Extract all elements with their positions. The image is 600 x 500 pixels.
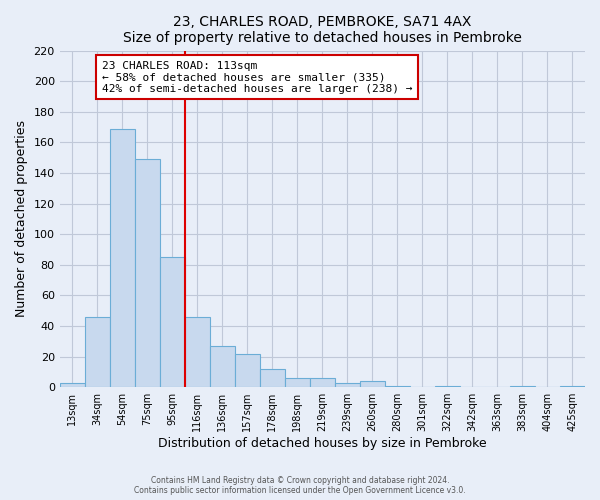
Text: Contains HM Land Registry data © Crown copyright and database right 2024.
Contai: Contains HM Land Registry data © Crown c…	[134, 476, 466, 495]
Bar	[135, 159, 160, 387]
Text: 23 CHARLES ROAD: 113sqm
← 58% of detached houses are smaller (335)
42% of semi-d: 23 CHARLES ROAD: 113sqm ← 58% of detache…	[101, 60, 412, 94]
Bar	[110, 128, 135, 387]
Bar	[285, 378, 310, 387]
Bar	[210, 346, 235, 387]
Y-axis label: Number of detached properties: Number of detached properties	[15, 120, 28, 318]
Bar	[85, 317, 110, 387]
Bar	[260, 369, 285, 387]
Title: 23, CHARLES ROAD, PEMBROKE, SA71 4AX
Size of property relative to detached house: 23, CHARLES ROAD, PEMBROKE, SA71 4AX Siz…	[123, 15, 522, 45]
Bar	[435, 386, 460, 387]
Bar	[385, 386, 410, 387]
Bar	[160, 257, 185, 387]
Bar	[360, 381, 385, 387]
Bar	[235, 354, 260, 387]
X-axis label: Distribution of detached houses by size in Pembroke: Distribution of detached houses by size …	[158, 437, 487, 450]
Bar	[560, 386, 585, 387]
Bar	[510, 386, 535, 387]
Bar	[310, 378, 335, 387]
Bar	[59, 382, 85, 387]
Bar	[335, 382, 360, 387]
Bar	[185, 317, 210, 387]
